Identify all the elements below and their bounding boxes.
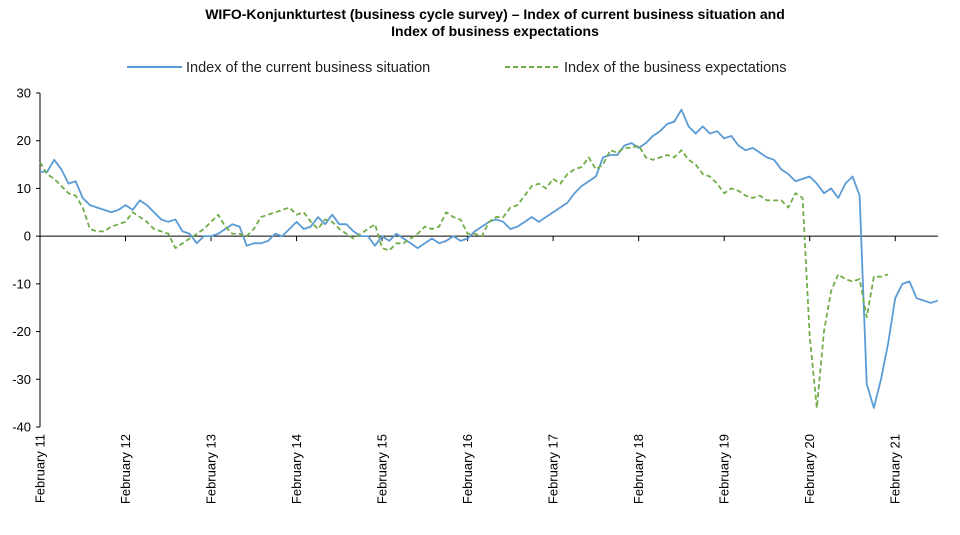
legend-label: Index of the business expectations (564, 60, 786, 76)
chart-title: WIFO-Konjunkturtest (business cycle surv… (0, 6, 960, 40)
y-tick-label: -30 (12, 372, 31, 387)
x-tick-label: February 13 (204, 434, 219, 504)
x-tick-label: February 16 (460, 434, 475, 504)
legend: Index of the current business situation I… (127, 60, 786, 76)
y-tick-label: 20 (17, 133, 31, 148)
y-tick-label: -40 (12, 420, 31, 435)
x-tick-label: February 12 (118, 434, 133, 504)
y-tick-label: 10 (17, 181, 31, 196)
chart-title-line-2: Index of business expectations (391, 23, 599, 39)
y-tick-label: -20 (12, 324, 31, 339)
x-tick-label: February 15 (375, 434, 390, 504)
chart-title-line-1: WIFO-Konjunkturtest (business cycle surv… (205, 6, 785, 22)
x-tick-label: February 20 (802, 434, 817, 504)
x-tick-label: February 17 (546, 434, 561, 504)
x-tick-label: February 14 (289, 434, 304, 504)
series-line-expectations (39, 144, 889, 409)
x-tick-label: February 11 (33, 434, 48, 503)
x-tick-label: February 21 (888, 434, 903, 504)
y-tick-label: 30 (17, 86, 31, 101)
y-tick-label: 0 (24, 229, 31, 244)
y-tick-label: -10 (12, 276, 31, 291)
legend-label: Index of the current business situation (186, 60, 430, 76)
x-tick-label: February 18 (631, 434, 646, 504)
plot-area (39, 108, 939, 409)
x-tick-label: February 19 (717, 434, 732, 504)
series-line-current-situation (40, 108, 939, 409)
